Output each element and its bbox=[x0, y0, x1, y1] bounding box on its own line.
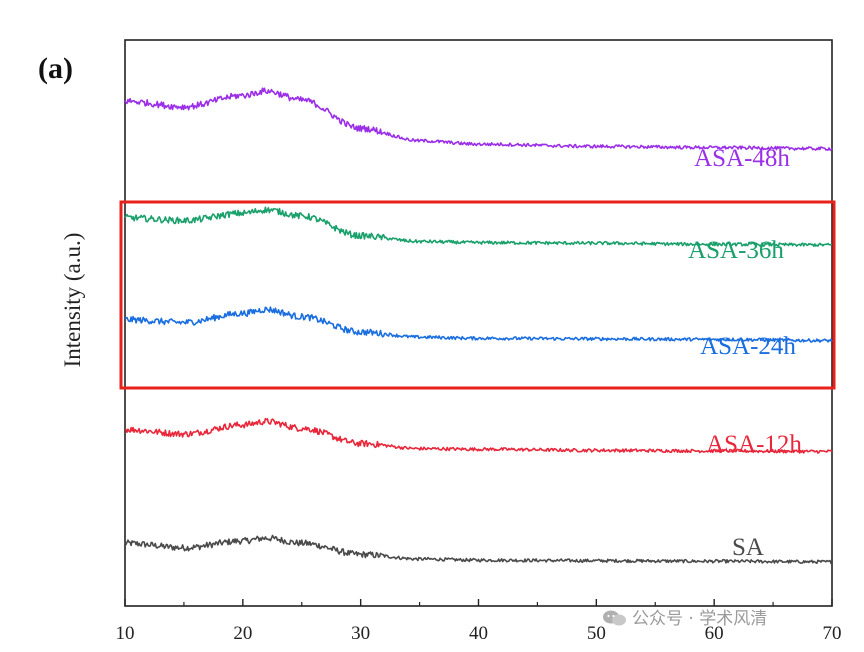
watermark: 公众号 · 学术风清 bbox=[602, 604, 767, 629]
series-line-asa-36h bbox=[124, 206, 833, 248]
series-label-asa-48h: ASA-48h bbox=[694, 145, 790, 172]
watermark-text: 公众号 · 学术风清 bbox=[632, 609, 768, 629]
x-tick-label-70: 70 bbox=[823, 623, 842, 644]
x-tick-label-20: 20 bbox=[233, 623, 252, 644]
highlight-box bbox=[119, 200, 836, 390]
x-tick-label-40: 40 bbox=[469, 623, 488, 644]
series-label-asa-12h: ASA-12h bbox=[706, 431, 802, 458]
series-line-asa-12h bbox=[124, 417, 833, 454]
x-tick-label-10: 10 bbox=[116, 623, 135, 644]
x-tick-label-30: 30 bbox=[351, 623, 370, 644]
series-label-layer: SA ASA-12h ASA-24h ASA-36h ASA-48h bbox=[688, 145, 802, 561]
series-line-sa bbox=[124, 534, 832, 565]
x-axis: 10 20 30 40 50 60 70 bbox=[116, 599, 842, 644]
series-label-asa-36h: ASA-36h bbox=[688, 237, 784, 264]
series-line-asa-24h bbox=[124, 306, 833, 343]
x-tick-label-60: 60 bbox=[705, 623, 724, 644]
x-tick-label-50: 50 bbox=[587, 623, 606, 644]
panel-label: (a) bbox=[38, 52, 73, 85]
series-line-asa-48h bbox=[124, 87, 833, 151]
series-label-asa-24h: ASA-24h bbox=[700, 333, 796, 360]
series-label-sa: SA bbox=[732, 534, 764, 561]
y-axis-label: Intensity (a.u.) bbox=[60, 232, 85, 368]
plot-frame bbox=[124, 39, 833, 607]
series-layer bbox=[124, 87, 833, 565]
wechat-icon bbox=[603, 610, 626, 626]
